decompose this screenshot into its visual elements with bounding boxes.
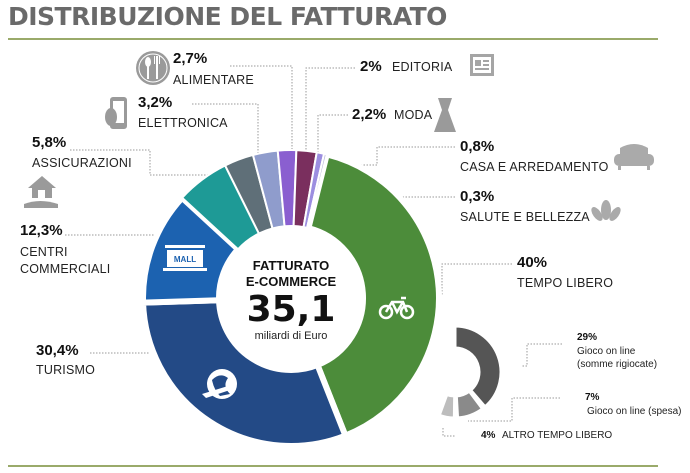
salute-value: 0,3%	[460, 188, 495, 205]
alimentare-value: 2,7%	[173, 50, 208, 67]
leader-alimentare	[230, 65, 293, 162]
slice-salute-e-bellezza	[305, 152, 329, 230]
sub-slice-gioco-on-line-somme-rigiocate	[453, 324, 503, 409]
centri-label-line2: COMMERCIALI	[20, 262, 111, 276]
leader-elettronica	[192, 103, 259, 166]
alimentare-label: ALIMENTARE	[173, 73, 254, 87]
centri-label-line1: CENTRI	[20, 245, 68, 259]
dress-icon	[434, 98, 456, 132]
tempo-libero-label: TEMPO LIBERO	[517, 276, 614, 290]
house-hand-icon	[24, 176, 58, 208]
center-line1: FATTURATO	[252, 258, 330, 273]
bicycle-icon	[378, 296, 415, 320]
casa-value: 0,8%	[460, 138, 495, 155]
mall-icon: MALL	[163, 245, 207, 271]
leader-lines	[65, 65, 562, 437]
smartphone-icon	[105, 97, 127, 129]
leader-editoria	[305, 67, 355, 160]
leader-casa	[330, 146, 455, 166]
moda-label: MODA	[394, 108, 433, 122]
center-value: 35,1	[246, 289, 336, 330]
lotus-icon	[591, 200, 621, 221]
altro-value: 4%	[481, 430, 496, 441]
slice-turismo	[139, 297, 350, 449]
globe-plane-icon	[202, 369, 237, 399]
editoria-label: EDITORIA	[392, 60, 453, 74]
editoria-value: 2%	[360, 58, 382, 75]
armchair-icon	[614, 144, 654, 170]
leader-gioco-spesa	[468, 397, 560, 422]
leader-moda	[317, 114, 348, 160]
svg-text:MALL: MALL	[174, 255, 196, 264]
leader-assicurazioni	[70, 149, 220, 176]
newspaper-icon	[470, 54, 494, 76]
center-unit: miliardi di Euro	[254, 330, 328, 342]
elettronica-label: ELETTRONICA	[138, 116, 228, 130]
gioco-spesa-value: 7%	[585, 392, 600, 403]
gioco-spesa-label: Gioco on line (spesa)	[587, 406, 682, 417]
turismo-value: 30,4%	[36, 342, 79, 359]
title-divider	[8, 38, 658, 40]
moda-value: 2,2%	[352, 106, 387, 123]
gioco-rigiocate-label-line1: Gioco on line	[577, 346, 636, 357]
sub-slice-altro-tempo-libero	[437, 392, 457, 420]
chart-title: DISTRIBUZIONE DEL FATTURATO	[8, 2, 447, 31]
centri-value: 12,3%	[20, 222, 63, 239]
center-line2: E-COMMERCE	[245, 274, 337, 289]
leader-gioco-rigiocate	[522, 343, 562, 367]
casa-label: CASA E ARREDAMENTO	[460, 160, 609, 174]
bottom-divider	[8, 465, 658, 467]
salute-label: SALUTE E BELLEZZA	[460, 210, 590, 224]
assicurazioni-label: ASSICURAZIONI	[32, 156, 132, 170]
gioco-rigiocate-label-line2: (somme rigiocate)	[577, 359, 658, 370]
sub-slice-gioco-on-line-spesa	[454, 389, 485, 420]
assicurazioni-value: 5,8%	[32, 134, 67, 151]
leader-tempo-libero	[441, 263, 512, 295]
leader-altro	[442, 428, 456, 437]
elettronica-value: 3,2%	[138, 94, 173, 111]
donut-center-label: FATTURATO E-COMMERCE 35,1 miliardi di Eu…	[221, 258, 361, 342]
cutlery-icon	[136, 51, 170, 85]
tempo-libero-value: 40%	[517, 254, 548, 271]
altro-label: ALTRO TEMPO LIBERO	[502, 430, 613, 441]
turismo-label: TURISMO	[36, 363, 96, 377]
gioco-rigiocate-value: 29%	[577, 332, 598, 343]
slice-tempo-libero	[304, 150, 442, 440]
